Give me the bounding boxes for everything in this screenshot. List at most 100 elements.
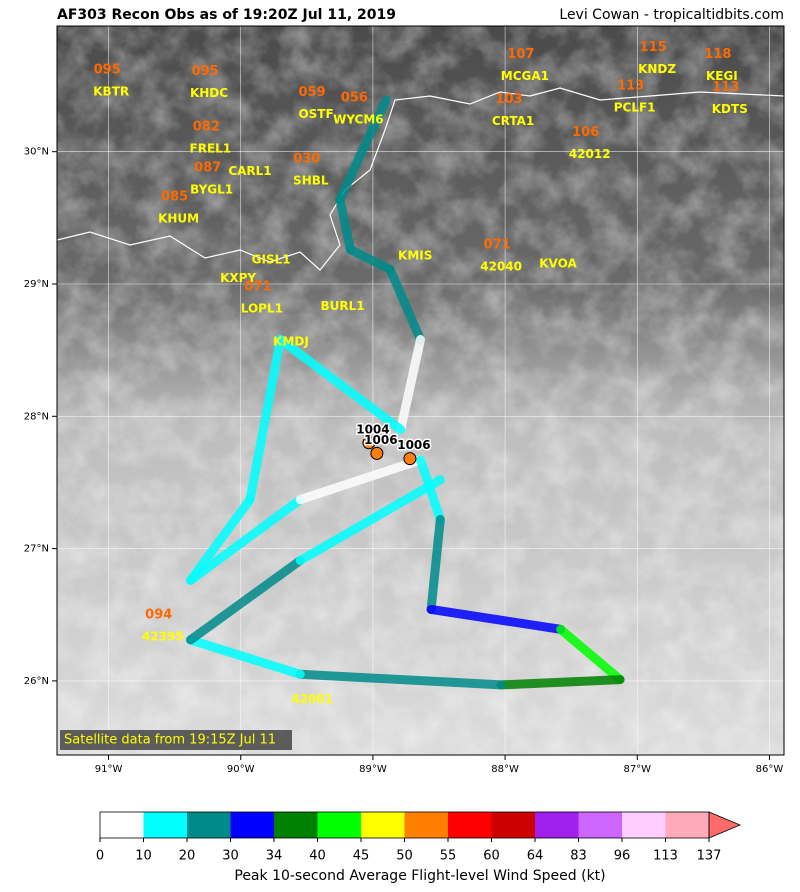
drop-marker: [362, 436, 376, 450]
station: MCGA1 107: [501, 47, 549, 83]
station-name: KVOA: [539, 257, 577, 271]
track-segment: [385, 264, 425, 345]
station: WYCM6 056: [333, 90, 384, 126]
station-name: LOPL1: [241, 302, 283, 316]
x-tick-label: 86°W: [756, 764, 784, 775]
station: CRTA1 103: [492, 92, 534, 128]
track-segment: [426, 514, 445, 614]
station-value: 030: [293, 151, 320, 166]
colorbar-bin: [317, 812, 361, 838]
station: CARL1: [228, 164, 271, 178]
colorbar-bin: [274, 812, 318, 838]
station-name: FREL1: [190, 142, 232, 156]
colorbar-bin: [100, 812, 144, 838]
station-value: 113: [712, 80, 739, 95]
station: KNDZ 115: [638, 40, 676, 76]
x-tick-label: 90°W: [227, 764, 255, 775]
colorbar-tick-label: 83: [570, 849, 587, 864]
station-name: KEGI: [706, 69, 738, 83]
track-segment: [295, 669, 506, 690]
station: 42395 094: [142, 608, 184, 644]
colorbar-bin: [665, 812, 709, 838]
colorbar-bin: [578, 812, 622, 838]
colorbar-bin: [535, 812, 579, 838]
colorbar-bin: [404, 812, 448, 838]
station: KMIS: [398, 249, 432, 263]
colorbar-tick-label: 113: [653, 849, 678, 864]
colorbar-tick-label: 137: [697, 849, 722, 864]
station-name: SHBL: [293, 173, 329, 187]
station-value: 071: [244, 280, 271, 295]
colorbar-tick-label: 60: [483, 849, 500, 864]
station: FREL1 082: [190, 120, 232, 156]
y-tick-label: 28°N: [24, 411, 49, 422]
station-name: BYGL1: [190, 183, 233, 197]
station-name: CARL1: [228, 164, 271, 178]
station-name: KMIS: [398, 249, 432, 263]
colorbar-tick-label: 64: [527, 849, 544, 864]
station-name: CRTA1: [492, 114, 534, 128]
colorbar-tick-label: 50: [396, 849, 413, 864]
station-name: WYCM6: [333, 112, 384, 126]
colorbar-tick-label: 96: [614, 849, 631, 864]
station: KHUM 085: [158, 190, 199, 226]
track-segment: [186, 556, 305, 645]
station: OSTF 059: [298, 85, 333, 121]
y-tick-label: 27°N: [24, 544, 49, 555]
station: KBTR 095: [93, 63, 129, 99]
map-frame: [56, 25, 785, 756]
station-value: 082: [193, 120, 220, 135]
station: GISL1: [252, 253, 291, 267]
colorbar-tick-label: 0: [96, 849, 104, 864]
colorbar-bin: [622, 812, 666, 838]
colorbar-tick-label: 40: [309, 849, 326, 864]
station: 42040 071: [480, 237, 522, 273]
station: KXPY: [220, 271, 256, 285]
station-value: 107: [507, 47, 534, 62]
colorbar-bin: [361, 812, 405, 838]
station: 42001: [291, 692, 333, 706]
colorbar-bin: [448, 812, 492, 838]
station-name: MCGA1: [501, 69, 549, 83]
station-name: KXPY: [220, 271, 256, 285]
y-tick-label: 26°N: [24, 676, 49, 687]
colorbar-bin: [143, 812, 187, 838]
station-name: OSTF: [298, 107, 333, 121]
station: 42012 106: [569, 125, 611, 161]
station-name: 42040: [480, 259, 522, 273]
track-segment: [556, 624, 625, 685]
station-value: 103: [495, 92, 522, 107]
satellite-note: Satellite data from 19:15Z Jul 11: [64, 733, 276, 748]
track-segment: [426, 604, 566, 634]
station: KEGI 118: [704, 47, 737, 83]
station-name: KHDC: [190, 86, 228, 100]
x-tick-label: 88°W: [491, 764, 519, 775]
station-name: KDTS: [712, 102, 748, 116]
track-segment: [295, 455, 425, 505]
track-segment: [186, 635, 305, 679]
coastline: [57, 87, 784, 271]
colorbar-tick-label: 34: [266, 849, 283, 864]
station-name: BURL1: [320, 299, 364, 313]
station: BURL1: [320, 299, 364, 313]
station-value: 085: [161, 190, 188, 205]
station-value: 056: [341, 90, 368, 105]
colorbar-tick-label: 30: [222, 849, 239, 864]
track-segment: [496, 675, 625, 690]
station-value: 113: [617, 79, 644, 94]
station-name: 42395: [142, 630, 184, 644]
credit: Levi Cowan - tropicaltidbits.com: [559, 7, 784, 23]
colorbar-label: Peak 10-second Average Flight-level Wind…: [234, 868, 605, 884]
station: KHDC 095: [190, 64, 228, 100]
station: KMDJ: [273, 335, 309, 349]
drop-pressure: 1004: [356, 422, 389, 436]
colorbar-bin: [491, 812, 535, 838]
station: LOPL1 071: [241, 280, 283, 316]
x-tick-label: 91°W: [95, 764, 123, 775]
station: KDTS 113: [712, 80, 748, 116]
drop-pressure: 1006: [397, 438, 430, 452]
colorbar-tick-label: 45: [353, 849, 370, 864]
station-name: KBTR: [93, 85, 129, 99]
station-value: 095: [191, 64, 218, 79]
station: SHBL 030: [293, 151, 329, 187]
